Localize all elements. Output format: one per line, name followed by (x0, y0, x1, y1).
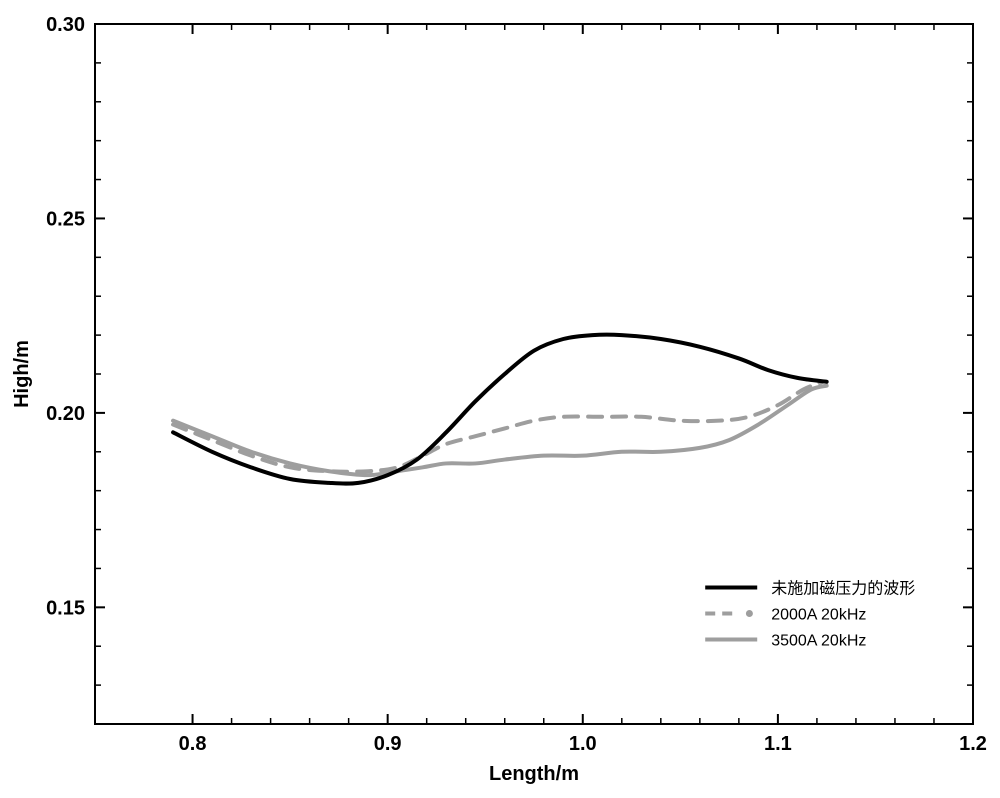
legend-label-no_mag_pressure: 未施加磁压力的波形 (771, 580, 915, 598)
legend-dot-2000A_20kHz (746, 610, 753, 617)
x-tick-label: 0.9 (374, 733, 402, 755)
x-tick-label: 1.1 (764, 733, 792, 755)
x-tick-label: 1.2 (959, 733, 987, 755)
legend-label-2000A_20kHz: 2000A 20kHz (771, 607, 866, 624)
line-chart: 0.8 0.9 1.0 1.1 1.2 0.15 0.20 0.25 0.30 Length/m H… (0, 0, 1000, 798)
legend-label-3500A_20kHz: 3500A 20kHz (771, 633, 866, 650)
chart-svg: 0.8 0.9 1.0 1.1 1.2 0.15 0.20 0.25 0.30 Length/m H… (0, 0, 1000, 798)
y-tick-label: 0.15 (46, 597, 85, 619)
x-axis-label: Length/m (489, 763, 579, 785)
x-tick-label: 0.8 (179, 733, 207, 755)
y-axis-label: High/m (11, 340, 33, 408)
y-tick-label: 0.25 (46, 208, 85, 230)
x-tick-label: 1.0 (569, 733, 597, 755)
y-tick-label: 0.20 (46, 403, 85, 425)
y-tick-label: 0.30 (46, 14, 85, 36)
